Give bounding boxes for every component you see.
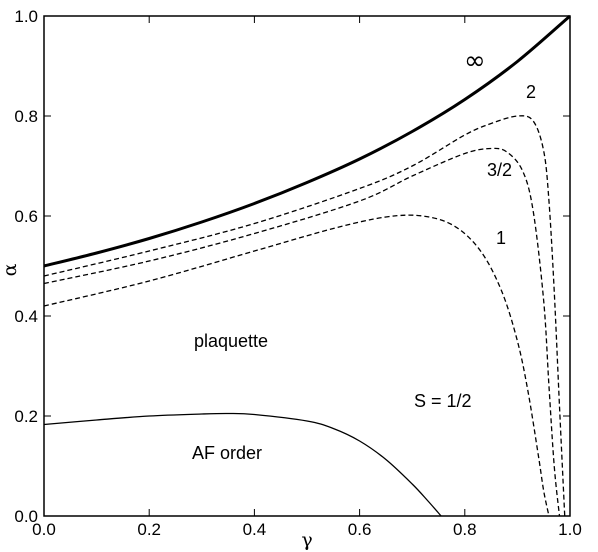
x-tick-label: 0.4 [243, 520, 267, 539]
y-tick-label: 0.2 [14, 407, 38, 426]
annotation-s3-2: 3/2 [487, 160, 512, 180]
curve-1 [43, 214, 550, 517]
annotation-s-half: S = 1/2 [414, 391, 472, 411]
annotation-s2: 2 [526, 82, 536, 102]
x-axis-title: γ [301, 529, 312, 551]
x-tick-label: 1.0 [558, 520, 582, 539]
annotation-s1: 1 [496, 228, 506, 248]
y-tick-label: 0.8 [14, 107, 38, 126]
x-tick-label: 0.2 [137, 520, 161, 539]
x-tick-label: 0.0 [32, 520, 56, 539]
curve-infinity [43, 14, 571, 268]
y-tick-label: 1.0 [14, 7, 38, 26]
y-tick-label: 0.6 [14, 207, 38, 226]
y-tick-label: 0.4 [14, 307, 38, 326]
phase-boundary-curves [43, 14, 571, 517]
axis-ticks: 0.0 0.2 0.4 0.6 0.8 1.0 0.0 0.2 0.4 0.6 0.8 1.0 [14, 7, 581, 539]
plot-frame [43, 15, 571, 517]
curve-2 [43, 115, 566, 517]
y-axis-title: α [0, 263, 21, 276]
region-label-plaquette: plaquette [194, 331, 268, 351]
x-tick-label: 0.6 [348, 520, 372, 539]
curve-3-2 [43, 147, 561, 517]
x-tick-label: 0.8 [453, 520, 477, 539]
y-tick-label: 0.0 [14, 507, 38, 526]
region-label-af-order: AF order [192, 443, 262, 463]
curve-s-1-2 [43, 412, 442, 517]
annotation-infinity: ∞ [464, 46, 486, 76]
